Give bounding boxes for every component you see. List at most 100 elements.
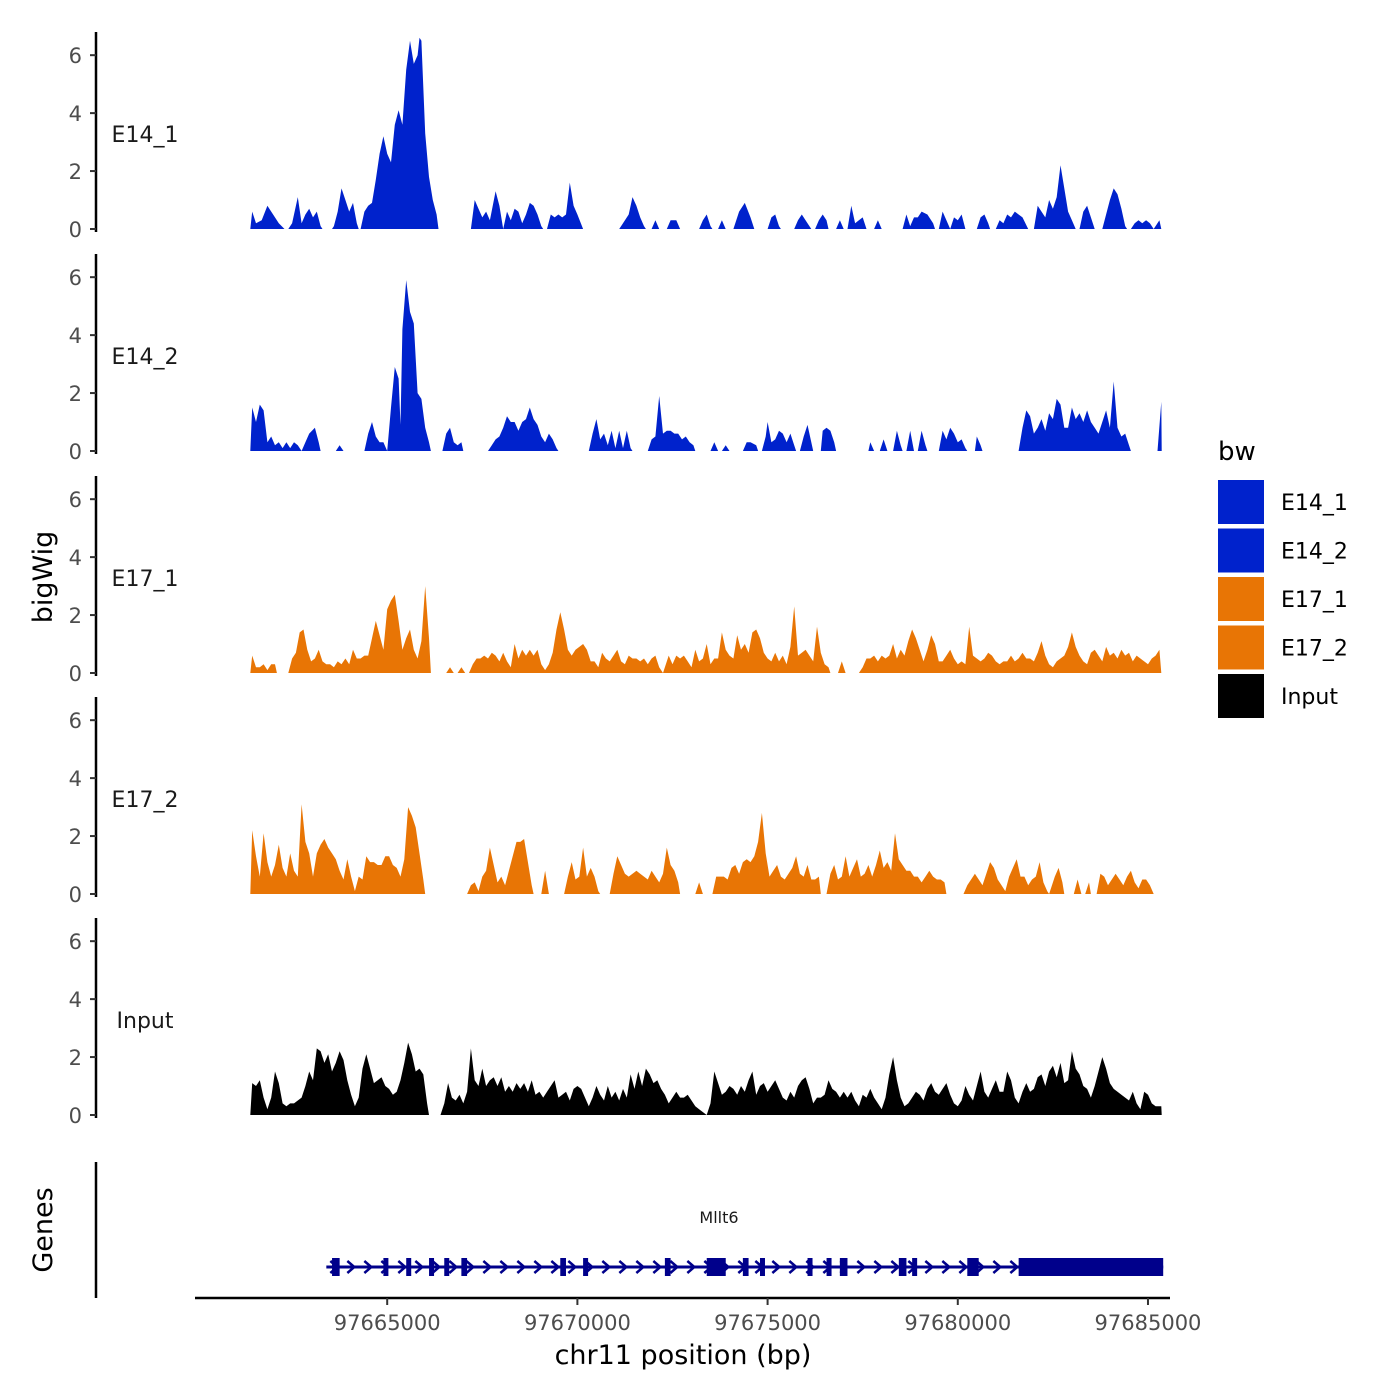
signal-tracks: 0 2 4 6 E14_1 0 2 4 6 E14_2 0 2 4 6 E17_1 0 2 4 6 E17_2 0 2 4 6… [69, 32, 1162, 1128]
legend-key-E17_2 [1218, 625, 1264, 670]
legend-label-Input: Input [1281, 685, 1338, 710]
legend-label-E17_1: E17_1 [1281, 588, 1348, 613]
gene-exon [444, 1258, 450, 1276]
track-label: E17_1 [112, 567, 179, 592]
y-tick-label: 0 [69, 883, 82, 907]
gene-exon [912, 1258, 918, 1276]
y-tick-label: 2 [69, 825, 82, 849]
signal-area-E14_1 [250, 37, 1162, 229]
track-label: E14_1 [112, 123, 179, 148]
gene-exon [898, 1258, 907, 1276]
y-axis-title: bigWig [28, 531, 59, 624]
y-tick-label: 2 [69, 1046, 82, 1070]
strand-arrow [601, 1260, 612, 1274]
y-tick-label: 6 [69, 930, 82, 954]
gene-exon [664, 1258, 671, 1276]
y-tick-label: 0 [69, 1104, 82, 1128]
strand-arrow [397, 1260, 408, 1274]
strand-arrow [771, 1260, 782, 1274]
gene-exon [560, 1258, 566, 1276]
y-tick-label: 2 [69, 382, 82, 406]
legend: bw E14_1 E14_2 E17_1 E17_2 Input [1218, 437, 1348, 718]
strand-arrow [346, 1260, 357, 1274]
gene-exon [967, 1258, 979, 1276]
y-tick-label: 0 [69, 662, 82, 686]
gene-exon [461, 1258, 468, 1276]
strand-arrow [635, 1260, 646, 1274]
y-tick-label: 0 [69, 218, 82, 242]
x-tick-label: 97665000 [334, 1311, 441, 1335]
genes-track-title: Genes [28, 1187, 59, 1272]
y-tick-label: 4 [69, 767, 82, 791]
gene-exon [583, 1258, 589, 1276]
gene-exon [839, 1258, 848, 1276]
signal-area-E17_1 [250, 586, 1162, 673]
strand-arrow [686, 1260, 697, 1274]
legend-key-Input [1218, 674, 1264, 718]
strand-arrow [414, 1260, 425, 1274]
gene-label: Mllt6 [699, 1208, 738, 1227]
y-tick-label: 4 [69, 546, 82, 570]
strand-arrow [890, 1260, 901, 1274]
strand-arrow [669, 1260, 680, 1274]
y-tick-label: 4 [69, 324, 82, 348]
strand-arrow [516, 1260, 527, 1274]
strand-arrow [873, 1260, 884, 1274]
track-E17_1: 0 2 4 6 E17_1 [69, 476, 1162, 686]
strand-arrow [652, 1260, 663, 1274]
signal-area-E14_2 [250, 280, 1162, 451]
strand-arrow [465, 1260, 476, 1274]
gene-exon [826, 1258, 832, 1276]
legend-label-E14_1: E14_1 [1281, 491, 1348, 516]
gene-track: Mllt6 [94, 1162, 1164, 1298]
track-label: E14_2 [112, 345, 179, 370]
x-tick-label: 97675000 [714, 1311, 821, 1335]
strand-arrow [618, 1260, 629, 1274]
signal-area-E17_2 [250, 804, 1154, 894]
track-E14_2: 0 2 4 6 E14_2 [69, 254, 1162, 464]
y-tick-label: 6 [69, 488, 82, 512]
y-tick-label: 2 [69, 160, 82, 184]
gene-exon [706, 1258, 726, 1276]
gene-exon [383, 1258, 389, 1276]
strand-arrow [499, 1260, 510, 1274]
x-tick-label: 97670000 [524, 1311, 631, 1335]
x-tick-label: 97685000 [1095, 1311, 1202, 1335]
strand-arrow [1009, 1260, 1020, 1274]
y-tick-label: 4 [69, 988, 82, 1012]
gene-exon [406, 1258, 412, 1276]
strand-arrow [482, 1260, 493, 1274]
legend-label-E17_2: E17_2 [1281, 637, 1348, 662]
strand-arrow [924, 1260, 935, 1274]
strand-arrow [550, 1260, 561, 1274]
strand-arrow [363, 1260, 374, 1274]
gene-exon [1018, 1258, 1164, 1276]
legend-title: bw [1218, 437, 1256, 467]
strand-arrow [856, 1260, 867, 1274]
gene-exon [429, 1258, 435, 1276]
y-tick-label: 0 [69, 440, 82, 464]
gene-exon [759, 1258, 765, 1276]
legend-key-E14_2 [1218, 528, 1264, 573]
signal-area-Input [250, 1042, 1162, 1115]
y-tick-label: 6 [69, 709, 82, 733]
strand-arrow [941, 1260, 952, 1274]
track-label: E17_2 [112, 788, 179, 813]
legend-label-E14_2: E14_2 [1281, 540, 1348, 565]
track-label: Input [117, 1009, 174, 1034]
track-E14_1: 0 2 4 6 E14_1 [69, 32, 1162, 242]
track-Input: 0 2 4 6 Input [69, 918, 1162, 1128]
y-tick-label: 4 [69, 102, 82, 126]
x-axis-title: chr11 position (bp) [555, 1340, 812, 1371]
track-E17_2: 0 2 4 6 E17_2 [69, 697, 1154, 907]
y-tick-label: 6 [69, 44, 82, 68]
strand-arrow [958, 1260, 969, 1274]
strand-arrow [992, 1260, 1003, 1274]
gene-exon [332, 1258, 340, 1276]
x-tick-label: 97680000 [904, 1311, 1011, 1335]
strand-arrow [788, 1260, 799, 1274]
x-axis: 97665000 97670000 97675000 97680000 97685000 [195, 1296, 1202, 1335]
gene-exon [807, 1258, 813, 1276]
legend-key-E17_1 [1218, 577, 1264, 621]
